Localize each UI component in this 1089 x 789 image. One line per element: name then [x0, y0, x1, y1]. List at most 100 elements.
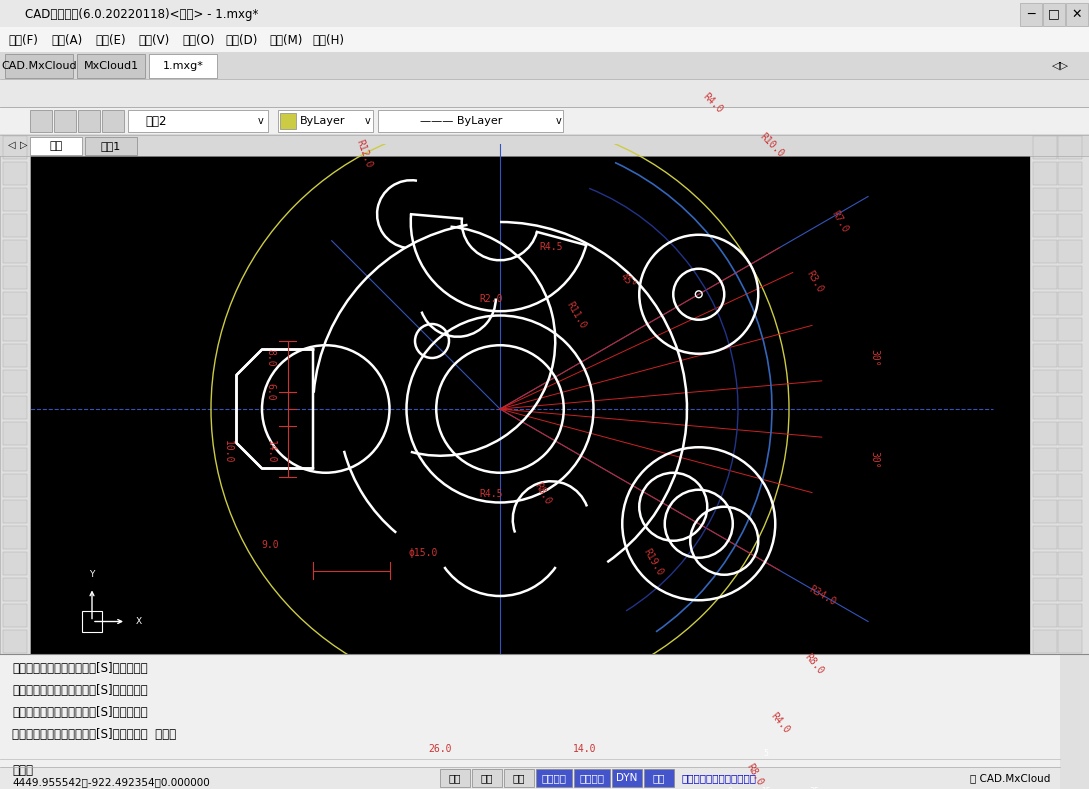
Bar — [1033, 370, 1057, 393]
Bar — [1033, 318, 1057, 341]
Text: 0: 0 — [727, 787, 732, 789]
Bar — [3, 162, 27, 185]
Text: ByLayer: ByLayer — [299, 116, 345, 126]
Text: v: v — [258, 116, 264, 126]
Bar — [3, 318, 27, 341]
Bar — [1033, 162, 1057, 185]
Text: 修改(M): 修改(M) — [269, 33, 303, 47]
Text: □: □ — [1048, 8, 1060, 21]
Bar — [1059, 136, 1082, 159]
Text: DYN: DYN — [616, 773, 638, 783]
Bar — [730, 771, 746, 778]
Text: CAD梦想图图(6.0.20220118)<游客> - 1.mxg*: CAD梦想图图(6.0.20220118)<游客> - 1.mxg* — [25, 8, 258, 21]
Bar — [1043, 3, 1065, 26]
Bar — [1033, 500, 1057, 523]
Text: 图层2: 图层2 — [145, 114, 167, 128]
Bar — [504, 769, 534, 787]
Text: R3.0: R3.0 — [805, 269, 824, 294]
Bar — [1033, 578, 1057, 601]
Bar — [0, 107, 1089, 135]
Text: R7.0: R7.0 — [830, 209, 851, 234]
Text: 极轴: 极轴 — [513, 773, 525, 783]
Text: ✕: ✕ — [1072, 8, 1082, 21]
Bar — [1033, 344, 1057, 367]
Bar — [472, 769, 502, 787]
Text: ▷: ▷ — [20, 140, 27, 150]
Bar — [3, 500, 27, 523]
Text: 5: 5 — [763, 749, 769, 757]
Text: 命令：: 命令： — [12, 765, 33, 777]
Bar — [746, 771, 763, 778]
Text: R4.5: R4.5 — [480, 489, 503, 499]
Bar — [85, 137, 137, 155]
Bar — [574, 769, 610, 787]
Bar — [1060, 654, 1089, 789]
Bar — [3, 136, 27, 159]
Bar — [5, 54, 73, 78]
Text: 45°: 45° — [617, 271, 637, 291]
Text: 选择一个目标对象，或输入[S]进行设置：  已结束: 选择一个目标对象，或输入[S]进行设置： 已结束 — [12, 728, 176, 742]
Text: 30°: 30° — [869, 350, 879, 367]
Bar — [1059, 344, 1082, 367]
Bar — [3, 448, 27, 471]
Text: Y: Y — [89, 570, 95, 579]
Text: 帮助(H): 帮助(H) — [313, 33, 344, 47]
Text: R10.0: R10.0 — [758, 132, 786, 159]
Bar — [1033, 604, 1057, 627]
Bar — [1059, 292, 1082, 315]
Bar — [1033, 292, 1057, 315]
Bar — [280, 113, 296, 129]
Bar — [3, 604, 27, 627]
Bar — [1030, 139, 1089, 654]
Text: CAD.MxCloud: CAD.MxCloud — [1, 61, 77, 71]
Text: 编辑(E): 编辑(E) — [95, 33, 125, 47]
Bar — [1033, 214, 1057, 237]
Text: R11.0: R11.0 — [565, 301, 588, 331]
Text: R8.0: R8.0 — [533, 481, 553, 507]
Bar — [1033, 474, 1057, 497]
Bar — [54, 110, 76, 132]
Bar — [3, 344, 27, 367]
Text: 提交软件问题或增加新功能: 提交软件问题或增加新功能 — [681, 773, 756, 783]
Bar — [1059, 552, 1082, 575]
Bar — [129, 110, 268, 132]
Bar — [1033, 136, 1057, 159]
Bar — [1059, 162, 1082, 185]
Text: ——— ByLayer: ——— ByLayer — [420, 116, 502, 126]
Bar — [278, 110, 374, 132]
Bar — [1033, 526, 1057, 549]
Bar — [1059, 240, 1082, 263]
Bar — [763, 771, 781, 778]
Text: 35: 35 — [809, 787, 819, 789]
Bar — [30, 137, 82, 155]
Text: 10.0: 10.0 — [223, 439, 233, 463]
Text: R4.5: R4.5 — [539, 242, 563, 252]
Bar — [1033, 396, 1057, 419]
Bar — [1059, 266, 1082, 289]
Text: 格式(O): 格式(O) — [182, 33, 215, 47]
Text: 对象捕捉: 对象捕捉 — [541, 773, 566, 783]
Bar — [30, 110, 52, 132]
Bar — [3, 422, 27, 445]
Bar — [1059, 474, 1082, 497]
Text: R8.0: R8.0 — [803, 652, 825, 676]
Bar — [3, 240, 27, 263]
Text: 6.0: 6.0 — [266, 383, 276, 401]
Text: 14.0: 14.0 — [573, 744, 597, 754]
Text: X: X — [136, 617, 142, 626]
Bar — [3, 630, 27, 653]
Text: ◁: ◁ — [8, 140, 15, 150]
Bar — [102, 110, 124, 132]
Bar — [0, 767, 1060, 789]
Bar — [644, 769, 674, 787]
Text: 8.0: 8.0 — [266, 350, 276, 367]
Bar — [1059, 318, 1082, 341]
Bar — [0, 0, 1089, 27]
Text: 功能(A): 功能(A) — [51, 33, 83, 47]
Bar — [1059, 188, 1082, 211]
Bar — [1020, 3, 1042, 26]
Bar — [3, 292, 27, 315]
Bar — [781, 771, 797, 778]
Text: 棵格: 棵格 — [449, 773, 462, 783]
Bar — [440, 769, 470, 787]
